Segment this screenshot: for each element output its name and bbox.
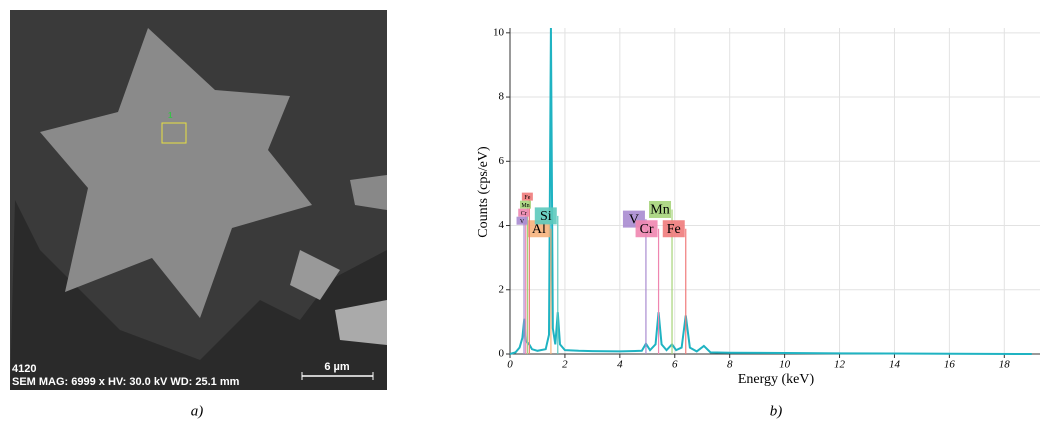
element-label: Fe: [667, 222, 681, 237]
element-label: Mn: [521, 203, 529, 209]
sem-particle: [350, 175, 387, 210]
x-tick-label: 8: [727, 359, 733, 371]
y-tick-label: 6: [499, 155, 505, 167]
y-axis-label: Counts (cps/eV): [476, 146, 491, 238]
x-tick-label: 12: [834, 359, 846, 371]
element-label-box: [516, 216, 528, 225]
x-tick-label: 16: [944, 359, 956, 371]
x-tick-label: 14: [889, 359, 901, 371]
point-label: 1: [168, 111, 173, 120]
x-tick-label: 0: [507, 359, 513, 371]
sem-particle: [335, 300, 387, 345]
element-label: V: [520, 219, 525, 225]
element-label-box: [635, 220, 658, 238]
sample-id: 4120: [12, 363, 36, 375]
sem-particle: [290, 250, 340, 300]
x-tick-label: 10: [779, 359, 791, 371]
spectrum: [509, 27, 1032, 355]
element-label-box: [649, 200, 672, 218]
caption: a): [191, 403, 204, 419]
sem-info: SEM MAG: 6999 x HV: 30.0 kV WD: 25.1 mm: [12, 376, 240, 388]
y-tick-label: 8: [499, 91, 505, 103]
y-tick-label: 2: [499, 283, 505, 295]
x-axis-label: Energy (keV): [738, 372, 815, 387]
y-tick-label: 4: [499, 219, 505, 231]
element-label: Si: [540, 209, 552, 224]
element-label: Fe: [524, 195, 530, 201]
element-label-box: [518, 208, 530, 217]
x-tick-label: 18: [999, 359, 1011, 371]
analysis-area: [161, 122, 187, 144]
element-label-box: [534, 207, 557, 225]
element-label-box: [519, 200, 531, 209]
x-tick-label: 2: [562, 359, 568, 371]
element-label: V: [629, 212, 639, 227]
element-label: Cr: [521, 211, 527, 217]
plot-area: [510, 28, 1040, 354]
x-tick-label: 4: [617, 359, 623, 371]
element-label-box: [662, 220, 685, 238]
element-label: Al: [532, 222, 546, 237]
y-tick-label: 10: [493, 26, 505, 38]
x-tick-label: 6: [672, 359, 678, 371]
element-label-box: [527, 220, 550, 238]
caption: b): [770, 403, 783, 419]
element-label: Mn: [650, 203, 669, 218]
sem-crystal: [40, 28, 312, 318]
sem-shadow: [10, 200, 387, 390]
y-tick-label: 0: [499, 348, 505, 360]
element-label: Cr: [640, 222, 654, 237]
sem-image: 1 4120 SEM MAG: 6999 x HV: 30.0 kV WD: 2…: [10, 10, 387, 390]
scale-bar-label: 6 µm: [324, 361, 350, 373]
element-label-box: [521, 192, 533, 201]
